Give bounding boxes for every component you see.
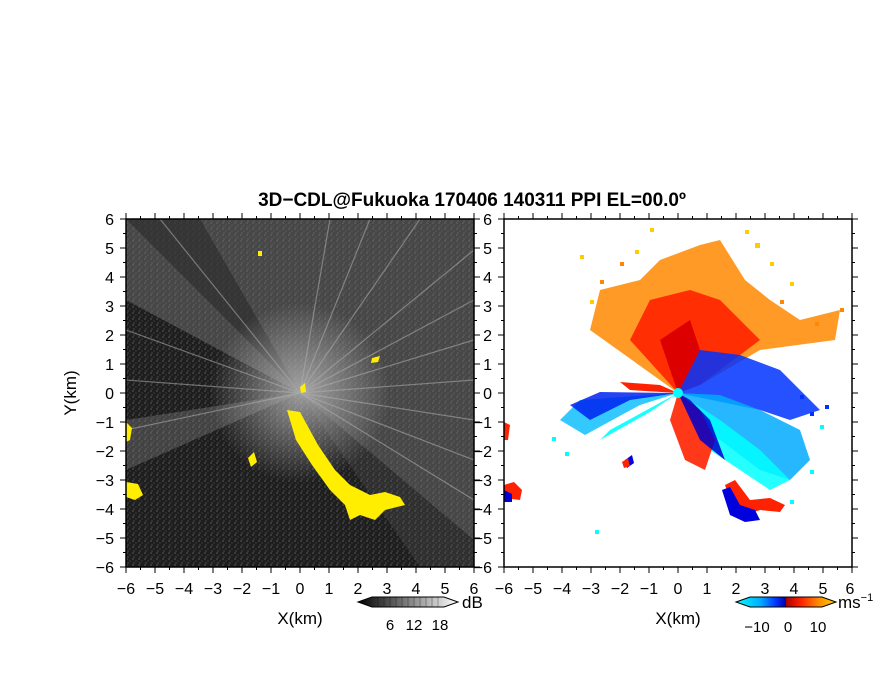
snr-colorbar: dB 6 12 18 bbox=[356, 593, 483, 634]
x-tick-label: −5 bbox=[146, 581, 164, 598]
velocity-colorbar-bar bbox=[734, 596, 838, 608]
x-tick-label: 3 bbox=[761, 581, 770, 598]
velocity-panel: −6 −5 −4 −3 −2 −1 0 1 2 3 4 5 6 6 5 4 3 … bbox=[474, 212, 873, 636]
x-tick-label: 0 bbox=[296, 581, 305, 598]
velocity-scatter-blue bbox=[800, 395, 829, 416]
x-tick-label: −3 bbox=[582, 581, 600, 598]
x-tick-label: −3 bbox=[204, 581, 222, 598]
velocity-region-darkred bbox=[660, 320, 700, 393]
velocity-region-leftwedge-blue bbox=[570, 392, 678, 420]
velocity-colorbar-unit: ms−1 bbox=[838, 592, 873, 612]
y-tick-label: 4 bbox=[483, 270, 492, 287]
x-tick-label: −6 bbox=[495, 581, 513, 598]
velocity-region-lower-blue bbox=[678, 393, 725, 460]
y-tick-label: −6 bbox=[474, 560, 492, 577]
velocity-colorbar: ms−1 −10 0 10 bbox=[734, 592, 873, 636]
y-tick-label: 3 bbox=[483, 299, 492, 316]
snr-x-axis-label: X(km) bbox=[277, 609, 322, 628]
y-tick-label: −6 bbox=[96, 560, 114, 577]
x-tick-label: 1 bbox=[325, 581, 334, 598]
velocity-y-tick-labels: 6 5 4 3 2 1 0 −1 −2 −3 −4 −5 −6 bbox=[474, 212, 492, 577]
y-tick-label: 1 bbox=[105, 357, 114, 374]
x-tick-label: 2 bbox=[354, 581, 363, 598]
y-tick-label: −2 bbox=[474, 444, 492, 461]
velocity-data-layer bbox=[504, 228, 844, 534]
velocity-region-leftwedge-cyan bbox=[600, 393, 678, 440]
velocity-region-blue bbox=[678, 350, 820, 420]
y-tick-label: −1 bbox=[474, 415, 492, 432]
x-tick-label: 2 bbox=[732, 581, 741, 598]
velocity-region-leftwedge-red bbox=[620, 382, 678, 393]
x-tick-label: 5 bbox=[441, 581, 450, 598]
snr-x-tick-labels: −6 −5 −4 −3 −2 −1 0 1 2 3 4 5 6 bbox=[117, 581, 479, 598]
snr-colorbar-tick: 18 bbox=[432, 617, 449, 634]
snr-colorbar-unit: dB bbox=[462, 593, 483, 612]
snr-yellow-regions bbox=[126, 251, 405, 520]
x-tick-label: −1 bbox=[640, 581, 658, 598]
velocity-scatter-cyan bbox=[552, 425, 824, 534]
y-tick-label: −5 bbox=[96, 531, 114, 548]
snr-y-axis-label: Y(km) bbox=[61, 370, 80, 415]
velocity-region-lower-red bbox=[670, 393, 715, 470]
x-tick-label: 3 bbox=[383, 581, 392, 598]
y-tick-label: −1 bbox=[96, 415, 114, 432]
y-tick-label: 4 bbox=[105, 270, 114, 287]
y-tick-label: 6 bbox=[483, 212, 492, 229]
y-tick-label: 1 bbox=[483, 357, 492, 374]
snr-axis-ticks bbox=[120, 213, 480, 573]
velocity-center bbox=[673, 388, 683, 398]
y-tick-label: 0 bbox=[105, 386, 114, 403]
y-tick-label: 5 bbox=[483, 241, 492, 258]
x-tick-label: 4 bbox=[412, 581, 421, 598]
y-tick-label: −3 bbox=[96, 473, 114, 490]
x-tick-label: −1 bbox=[262, 581, 280, 598]
x-tick-label: −5 bbox=[524, 581, 542, 598]
snr-colorbar-tick: 6 bbox=[386, 617, 394, 634]
y-tick-label: −4 bbox=[96, 502, 114, 519]
velocity-speck-red bbox=[622, 458, 630, 468]
snr-y-tick-labels: 6 5 4 3 2 1 0 −1 −2 −3 −4 −5 −6 bbox=[96, 212, 114, 577]
y-tick-label: −3 bbox=[474, 473, 492, 490]
y-tick-label: −5 bbox=[474, 531, 492, 548]
velocity-scatter-yellow bbox=[580, 228, 794, 304]
velocity-colorbar-tick: 10 bbox=[810, 619, 827, 636]
y-tick-label: 2 bbox=[483, 328, 492, 345]
x-tick-label: 6 bbox=[846, 581, 855, 598]
y-tick-label: 0 bbox=[483, 386, 492, 403]
x-tick-label: 4 bbox=[790, 581, 799, 598]
velocity-x-axis-label: X(km) bbox=[655, 609, 700, 628]
velocity-colorbar-tick: 0 bbox=[784, 619, 792, 636]
x-tick-label: 1 bbox=[703, 581, 712, 598]
x-tick-label: 6 bbox=[470, 581, 479, 598]
velocity-edge-red bbox=[504, 422, 510, 440]
y-tick-label: 2 bbox=[105, 328, 114, 345]
snr-colorbar-tick: 12 bbox=[406, 617, 423, 634]
x-tick-label: −4 bbox=[175, 581, 193, 598]
snr-data-layer bbox=[126, 219, 474, 567]
y-tick-label: 3 bbox=[105, 299, 114, 316]
x-tick-label: −6 bbox=[117, 581, 135, 598]
velocity-edge-blue bbox=[504, 490, 512, 502]
x-tick-label: −2 bbox=[611, 581, 629, 598]
y-tick-label: 5 bbox=[105, 241, 114, 258]
chart-title: 3D−CDL@Fukuoka 170406 140311 PPI EL=00.0… bbox=[258, 190, 686, 211]
snr-panel: −6 −5 −4 −3 −2 −1 0 1 2 3 4 5 6 6 5 4 3 … bbox=[61, 212, 483, 634]
x-tick-label: 5 bbox=[819, 581, 828, 598]
x-tick-label: −4 bbox=[553, 581, 571, 598]
y-tick-label: −2 bbox=[96, 444, 114, 461]
snr-colorbar-segments bbox=[377, 597, 439, 607]
snr-streaks bbox=[126, 219, 474, 501]
velocity-colorbar-tick: −10 bbox=[744, 619, 769, 636]
y-tick-label: 6 bbox=[105, 212, 114, 229]
x-tick-label: −2 bbox=[233, 581, 251, 598]
velocity-scatter-orange bbox=[600, 262, 844, 326]
velocity-axis-ticks bbox=[498, 213, 858, 573]
y-tick-label: −4 bbox=[474, 502, 492, 519]
x-tick-label: 0 bbox=[674, 581, 683, 598]
velocity-band-blue bbox=[722, 487, 760, 522]
velocity-x-tick-labels: −6 −5 −4 −3 −2 −1 0 1 2 3 4 5 6 bbox=[495, 581, 855, 598]
